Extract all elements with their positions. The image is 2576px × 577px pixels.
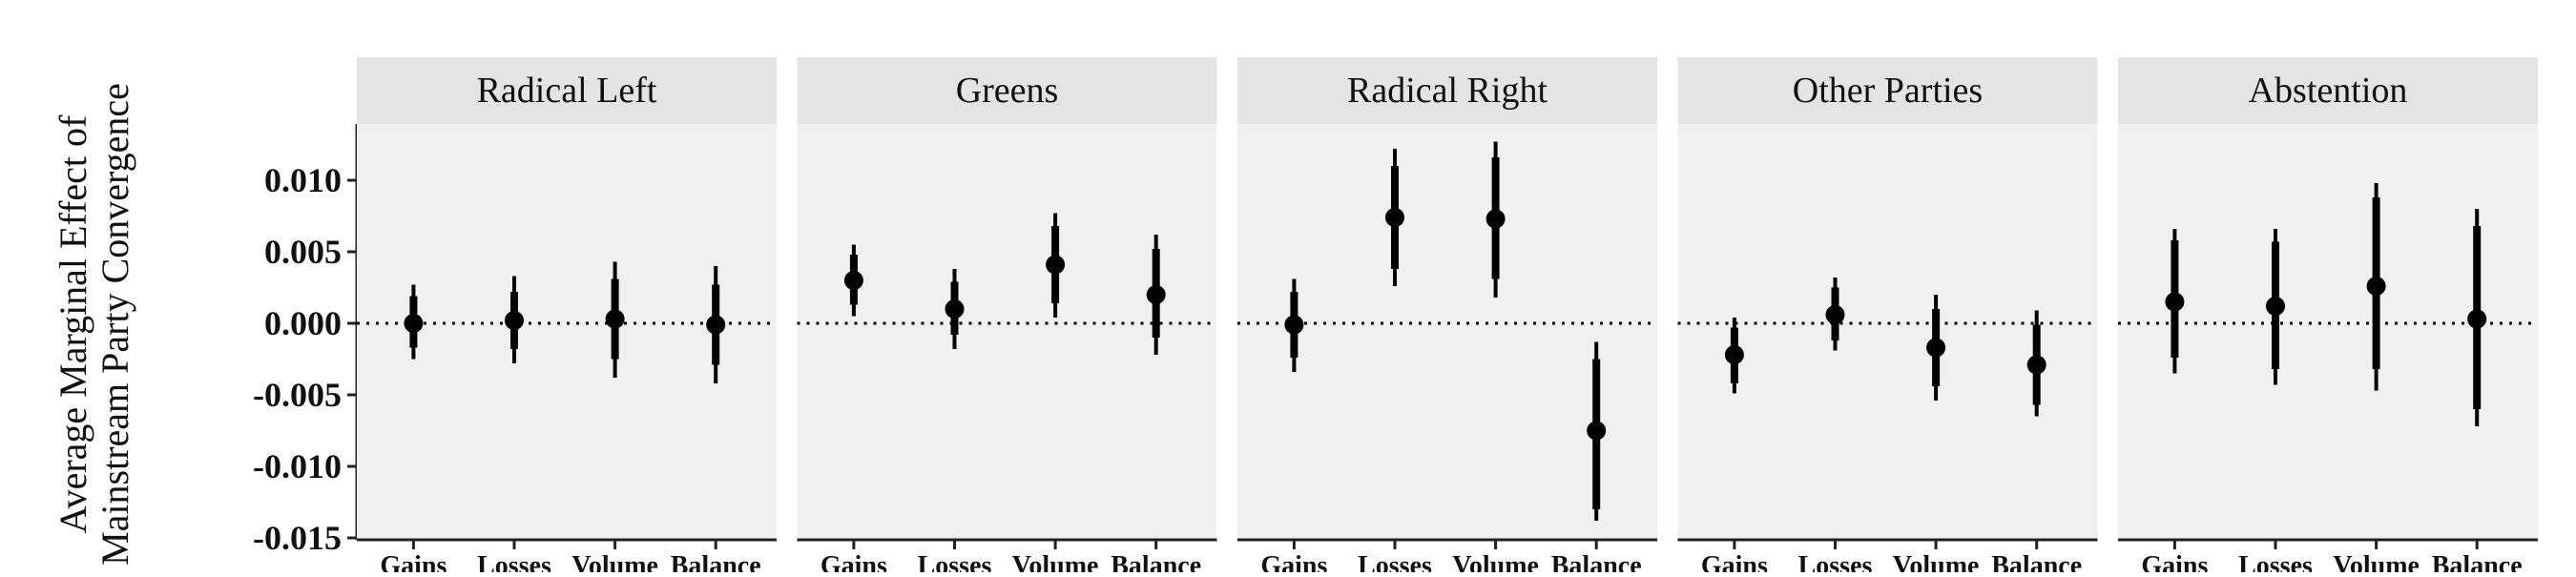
x-tick-label: Volume — [571, 551, 658, 572]
point-estimate — [2026, 355, 2046, 375]
facet-title: Greens — [956, 71, 1059, 111]
point-estimate — [1284, 315, 1304, 335]
point-estimate — [945, 299, 965, 319]
y-tick-label: 0.010 — [264, 161, 342, 199]
point-estimate — [1485, 209, 1506, 229]
point-estimate — [1046, 255, 1066, 275]
x-tick-label: Gains — [821, 551, 887, 572]
point-estimate — [706, 315, 726, 335]
facet-strip — [1677, 57, 2098, 124]
facet-strip — [2118, 57, 2538, 124]
x-tick-label: Gains — [380, 551, 447, 572]
x-tick-label: Losses — [918, 551, 992, 572]
x-tick-label: Losses — [477, 551, 551, 572]
y-tick-label: -0.010 — [253, 447, 342, 485]
panel-background — [1677, 124, 2098, 540]
y-tick-label: 0.000 — [264, 304, 342, 342]
x-tick-label: Losses — [1358, 551, 1432, 572]
facet-title: Other Parties — [1793, 71, 1983, 111]
x-tick-label: Balance — [1991, 551, 2082, 572]
x-tick-label: Gains — [1260, 551, 1327, 572]
x-tick-label: Volume — [1012, 551, 1099, 572]
panel-background — [1237, 124, 1657, 540]
facet-strip — [797, 57, 1217, 124]
y-axis-title-line-2: Mainstream Party Convergence — [93, 83, 136, 566]
x-tick-label: Balance — [2432, 551, 2523, 572]
y-tick-label: -0.015 — [253, 519, 342, 557]
point-estimate — [1926, 338, 1946, 358]
facet-title: Abstention — [2249, 71, 2408, 111]
point-estimate — [605, 309, 625, 329]
panel-background — [357, 124, 777, 540]
panel-background — [2118, 124, 2538, 540]
panel-background — [797, 124, 1217, 540]
x-tick-label: Volume — [2333, 551, 2420, 572]
point-estimate — [2165, 292, 2185, 312]
facet-panel: Greens Gains Losses Volume Balance — [797, 57, 1217, 577]
x-tick-label: Gains — [2141, 551, 2208, 572]
x-tick-label: Balance — [1551, 551, 1642, 572]
y-axis: 0.010 0.005 0.000 -0.005 -0.010 -0.015 — [253, 124, 359, 557]
facet-panel: Other Parties Gains Losses Volume Balance — [1677, 57, 2098, 577]
point-estimate — [1385, 208, 1404, 227]
plot-area: 0.010 0.005 0.000 -0.005 -0.010 -0.015 Radical… — [253, 57, 2538, 577]
x-tick-label: Balance — [1111, 551, 1201, 572]
y-tick-label: 0.005 — [264, 233, 342, 271]
y-tick-label: -0.005 — [253, 376, 342, 414]
y-axis-title: Average Marginal Effect of Mainstream Pa… — [52, 83, 136, 566]
point-estimate — [2366, 277, 2386, 296]
facet-strip — [357, 57, 777, 124]
point-estimate — [1825, 305, 1845, 324]
x-tick-label: Losses — [2238, 551, 2313, 572]
point-estimate — [2467, 309, 2487, 329]
facet-panel: Radical Right Gains Losses Volume Balance — [1237, 57, 1657, 577]
x-tick-label: Losses — [1798, 551, 1873, 572]
facet-panel: Radical Left Gains Losses Volume Balance — [357, 57, 777, 577]
facet-title: Radical Right — [1347, 71, 1548, 111]
x-tick-label: Volume — [1893, 551, 1980, 572]
point-estimate — [1146, 285, 1166, 304]
point-estimate — [843, 271, 863, 290]
point-estimate — [2266, 297, 2285, 316]
y-axis-title-line-1: Average Marginal Effect of — [52, 114, 94, 533]
point-estimate — [505, 311, 524, 330]
point-estimate — [1724, 345, 1744, 364]
x-tick-label: Volume — [1452, 551, 1539, 572]
facet-panel: Abstention Gains Losses Volume Balance — [2118, 57, 2538, 577]
point-estimate — [1587, 421, 1607, 441]
facet-title: Radical Left — [477, 71, 657, 111]
x-tick-label: Balance — [671, 551, 761, 572]
facet-strip — [1237, 57, 1657, 124]
point-estimate — [404, 314, 424, 333]
x-tick-label: Gains — [1701, 551, 1768, 572]
